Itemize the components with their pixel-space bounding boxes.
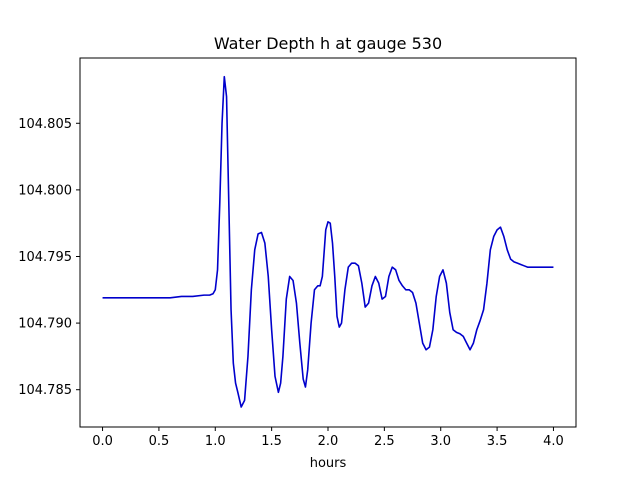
x-tick-label: 0.0	[92, 434, 113, 449]
chart-title: Water Depth h at gauge 530	[214, 34, 442, 53]
x-tick-label: 3.0	[430, 434, 451, 449]
x-tick-label: 1.0	[205, 434, 226, 449]
plot-frame	[79, 57, 577, 428]
y-tick-label: 104.790	[18, 317, 72, 332]
y-tick-label: 104.800	[18, 183, 72, 198]
x-tick-label: 2.5	[374, 434, 395, 449]
y-axis: 104.785 104.790 104.795 104.800 104.805	[18, 117, 80, 398]
y-tick-label: 104.805	[18, 117, 72, 132]
plot-area	[79, 57, 577, 428]
x-tick-label: 4.0	[543, 434, 564, 449]
series-line-0	[102, 75, 554, 408]
x-tick-label: 2.0	[318, 434, 339, 449]
x-axis-label: hours	[310, 456, 347, 471]
x-tick-label: 1.5	[261, 434, 282, 449]
x-tick-label: 3.5	[487, 434, 508, 449]
y-tick-label: 104.795	[18, 250, 72, 265]
x-tick-label: 0.5	[149, 434, 170, 449]
x-axis: 0.0 0.5 1.0 1.5 2.0 2.5 3.0 3.5 4.0	[92, 427, 564, 449]
y-tick-label: 104.785	[18, 383, 72, 398]
